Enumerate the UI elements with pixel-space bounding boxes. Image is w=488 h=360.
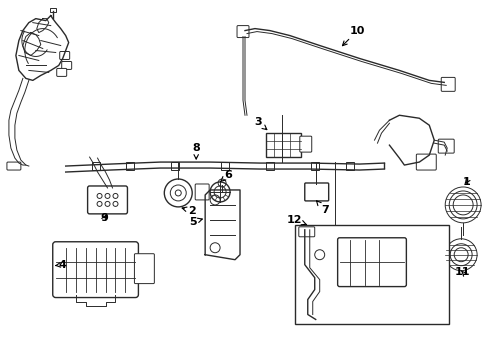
FancyBboxPatch shape	[437, 139, 453, 153]
FancyBboxPatch shape	[91, 162, 100, 170]
FancyBboxPatch shape	[53, 242, 138, 298]
FancyBboxPatch shape	[237, 26, 248, 37]
FancyBboxPatch shape	[134, 254, 154, 284]
FancyBboxPatch shape	[337, 238, 406, 287]
Text: 6: 6	[220, 170, 231, 182]
Text: 3: 3	[254, 117, 266, 130]
FancyBboxPatch shape	[126, 162, 134, 170]
Text: 9: 9	[101, 213, 108, 223]
FancyBboxPatch shape	[440, 77, 454, 91]
FancyBboxPatch shape	[61, 62, 72, 69]
Text: 12: 12	[286, 215, 306, 225]
FancyBboxPatch shape	[299, 136, 311, 152]
FancyBboxPatch shape	[415, 154, 435, 170]
Text: 4: 4	[56, 260, 66, 270]
Text: 5: 5	[189, 217, 202, 227]
Text: 8: 8	[192, 143, 200, 159]
Text: 2: 2	[182, 206, 196, 216]
FancyBboxPatch shape	[304, 183, 328, 201]
FancyBboxPatch shape	[57, 68, 66, 76]
FancyBboxPatch shape	[171, 162, 179, 170]
FancyBboxPatch shape	[7, 162, 21, 170]
FancyBboxPatch shape	[195, 184, 209, 200]
Bar	[294, 225, 448, 324]
Text: 1: 1	[461, 177, 469, 187]
FancyBboxPatch shape	[265, 162, 273, 170]
FancyBboxPatch shape	[50, 8, 56, 12]
Text: 10: 10	[342, 26, 365, 46]
FancyBboxPatch shape	[298, 227, 314, 237]
Text: 11: 11	[453, 267, 469, 276]
FancyBboxPatch shape	[310, 162, 318, 170]
FancyBboxPatch shape	[221, 162, 228, 170]
FancyBboxPatch shape	[265, 133, 300, 157]
FancyBboxPatch shape	[345, 162, 353, 170]
Text: 7: 7	[316, 201, 328, 215]
FancyBboxPatch shape	[60, 51, 69, 59]
FancyBboxPatch shape	[87, 186, 127, 214]
